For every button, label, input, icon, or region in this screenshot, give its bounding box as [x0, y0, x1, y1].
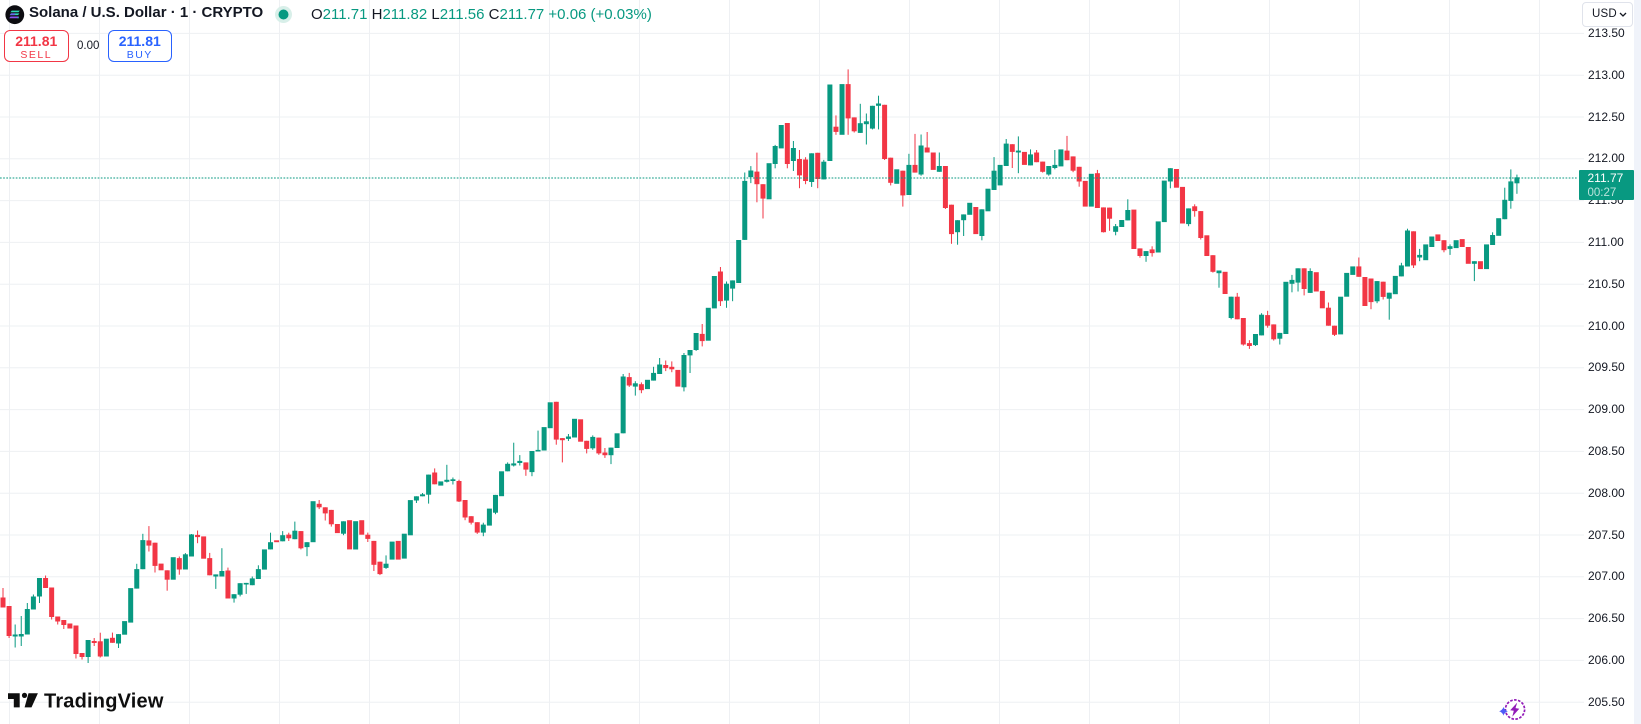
svg-text:TradingView: TradingView — [44, 691, 164, 713]
